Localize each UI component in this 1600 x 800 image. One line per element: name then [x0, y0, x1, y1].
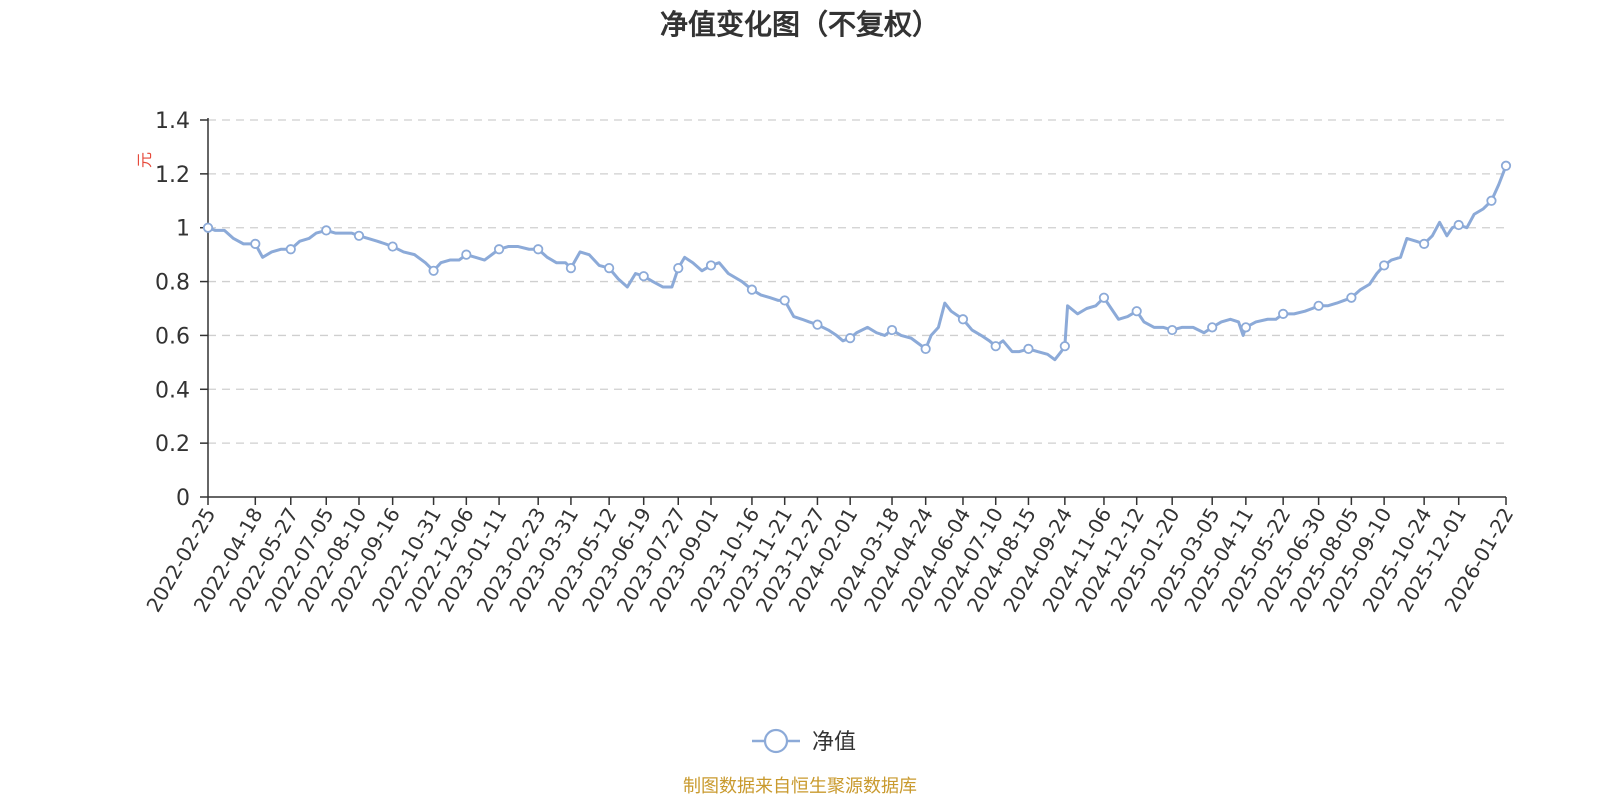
y-axis-ticks: 0 0.2 0.4 0.6 0.8 1 1.2 1.4	[155, 109, 208, 511]
y-tick-label: 1.2	[155, 163, 190, 188]
series-point	[779, 295, 790, 306]
series-layer	[206, 164, 1508, 362]
series-point	[1131, 306, 1142, 317]
series-point	[1207, 322, 1218, 333]
series-point	[1453, 219, 1464, 231]
y-tick-label: 1.4	[155, 109, 190, 134]
series-point	[321, 225, 332, 236]
y-tick-label: 0.4	[155, 378, 190, 403]
source-note: 制图数据来自恒生聚源数据库	[683, 776, 917, 797]
y-tick-label: 0.8	[155, 271, 190, 296]
series-point	[1379, 260, 1390, 271]
series-point	[1023, 343, 1034, 354]
y-tick-label: 1	[176, 217, 190, 242]
series-point	[493, 244, 505, 255]
series-point	[285, 244, 296, 255]
series-point	[533, 244, 544, 255]
series-point	[1500, 160, 1512, 171]
y-tick-label: 0.6	[155, 324, 190, 349]
series-point	[1278, 308, 1289, 319]
series-point	[705, 260, 717, 271]
series-point	[428, 265, 439, 276]
x-axis-ticks: 2022-02-252022-04-182022-05-272022-07-05…	[141, 497, 1518, 616]
series-point	[845, 333, 856, 344]
series-point	[1059, 341, 1070, 352]
series-point	[604, 263, 615, 274]
series-point	[812, 319, 823, 330]
series-point	[957, 314, 969, 325]
series-point	[920, 343, 931, 354]
series-point	[353, 230, 365, 241]
series-line	[206, 164, 1508, 362]
series-point	[202, 222, 214, 233]
y-axis-unit-label: 元	[135, 152, 154, 168]
series-point	[638, 271, 649, 282]
series-point	[250, 238, 261, 249]
legend: 净值	[752, 728, 856, 755]
series-point	[1167, 324, 1178, 336]
series-point	[1346, 292, 1357, 303]
series-point	[1098, 292, 1110, 303]
series-point	[746, 284, 758, 295]
series-point	[886, 324, 898, 336]
series-point	[565, 263, 577, 274]
series-markers	[202, 160, 1512, 354]
y-tick-label: 0	[176, 486, 190, 511]
chart-title: 净值变化图（不复权）	[660, 8, 940, 41]
series-point	[1486, 195, 1497, 206]
grid-lines	[208, 119, 1506, 444]
series-point	[1419, 238, 1430, 249]
legend-label: 净值	[812, 730, 856, 755]
series-point	[1313, 300, 1324, 311]
series-point	[673, 263, 684, 274]
series-point	[387, 241, 398, 252]
series-point	[990, 341, 1001, 352]
series-point	[1240, 322, 1251, 333]
legend-circle-icon	[763, 728, 789, 754]
series-point	[461, 249, 472, 260]
y-tick-label: 0.2	[155, 432, 190, 457]
